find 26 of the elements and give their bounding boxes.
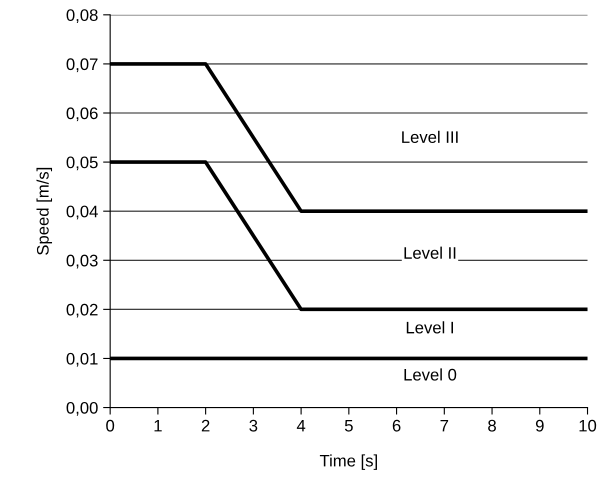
x-axis-title: Time [s] xyxy=(320,454,377,470)
annotation: Level II xyxy=(404,246,456,259)
x-tick-label: 0 xyxy=(106,420,114,432)
y-tick-label: 0,06 xyxy=(66,107,98,122)
y-tick-label: 0,04 xyxy=(66,206,98,220)
x-tick-label: 1 xyxy=(154,420,162,432)
y-tick-label: 0,00 xyxy=(66,402,98,416)
y-tick-label: 0,01 xyxy=(66,352,98,367)
x-tick-label: 10 xyxy=(580,420,596,432)
y-tick-label: 0,08 xyxy=(66,9,98,23)
x-tick-label: 7 xyxy=(440,420,448,432)
y-axis-title: Speed [m/s] xyxy=(36,168,52,255)
y-tick-label: 0,03 xyxy=(66,254,98,268)
annotation: Level 0 xyxy=(404,368,456,381)
annotation: Level III xyxy=(402,130,458,144)
y-tick-label: 0,05 xyxy=(66,156,98,170)
x-tick-label: 2 xyxy=(202,420,210,432)
x-tick-label: 8 xyxy=(488,420,496,432)
annotation: Level I xyxy=(406,321,454,334)
y-tick-label: 0,02 xyxy=(66,304,98,318)
x-tick-label: 6 xyxy=(392,420,400,432)
y-tick-label: 0,07 xyxy=(66,58,98,72)
x-tick-label: 4 xyxy=(296,420,306,432)
x-tick-label: 3 xyxy=(249,420,258,432)
x-tick-label: 9 xyxy=(536,420,544,432)
x-tick-label: 5 xyxy=(344,420,353,432)
